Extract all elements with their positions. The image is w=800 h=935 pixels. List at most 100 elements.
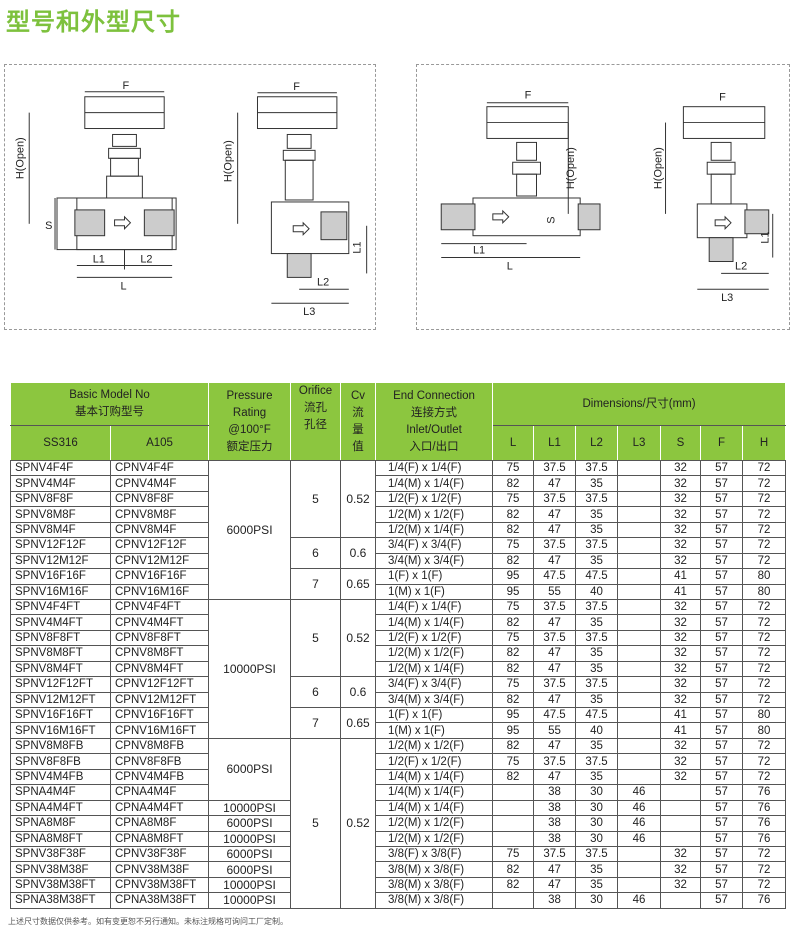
valve-dimension-diagrams-male: F H(Open) S L1 L F H(Open) L1 L2 L3 (440, 90, 774, 304)
dim-S (660, 815, 702, 832)
end-connection: 1/4(M) x 1/4(F) (375, 614, 494, 631)
dim-L3 (617, 568, 662, 585)
dim-F: 57 (700, 830, 744, 847)
end-connection: 1/4(M) x 1/4(F) (375, 784, 494, 801)
orifice-size: 6 (290, 537, 342, 570)
dim-label-L2: L2 (140, 254, 152, 266)
dim-label-H-angle: H(Open) (223, 140, 235, 182)
table-row: SPNV16M16FT CPNV16M16FT 1(M) x 1(F) 95 55 40 4… (10, 722, 787, 739)
table-row: SPNA8M8FT CPNA8M8FT 10000PSI 1/2(M) x 1/2(F… (10, 830, 787, 847)
table-row: SPNV8M8FB CPNV8M8FB 6000PSI 5 0.52 1/2(M) x 1… (10, 737, 787, 909)
header-H: H (742, 425, 787, 461)
model-a105: CPNV12F12FT (109, 676, 210, 693)
dim-L3 (617, 506, 662, 523)
dim-L2: 30 (575, 892, 619, 909)
pressure-rating: 10000PSI (208, 892, 292, 909)
dim-F: 57 (700, 583, 744, 600)
dim-H: 72 (742, 459, 787, 477)
dim-S: 32 (660, 506, 702, 523)
dim-L2: 37.5 (575, 598, 619, 616)
dim-L3 (617, 737, 662, 755)
end-connection: 1/4(F) x 1/4(F) (375, 459, 494, 477)
model-a105: CPNV16M16FT (109, 722, 210, 739)
dim-F: 57 (700, 892, 744, 909)
dim-L2: 35 (575, 614, 619, 631)
dim-F: 57 (700, 676, 744, 693)
dim-H: 72 (742, 552, 787, 570)
model-a105: CPNA38M38FT (109, 892, 210, 909)
model-ss316: SPNV8M4F (10, 521, 111, 539)
cv-value: 0.52 (340, 598, 377, 678)
dim-label-L2-angle: L2 (317, 276, 329, 288)
model-ss316: SPNA8M8F (10, 815, 111, 832)
model-ss316: SPNV12M12F (10, 552, 111, 570)
model-a105: CPNA8M8FT (109, 830, 210, 847)
dim-L1: 38 (533, 815, 577, 832)
pressure-rating: 10000PSI (208, 799, 292, 817)
pressure-rating: 6000PSI (208, 845, 292, 863)
dim-L2: 35 (575, 737, 619, 755)
cv-value: 0.6 (340, 537, 377, 570)
dim-label-L: L (121, 280, 127, 292)
dim-H: 72 (742, 676, 787, 693)
model-ss316: SPNV8M8FT (10, 645, 111, 662)
dim-L2: 35 (575, 876, 619, 894)
header-end-connection: End Connection 连接方式 Inlet/Outlet 入口/出口 (375, 382, 494, 461)
orifice-size: 7 (290, 707, 342, 739)
diagram-panel-right: F H(Open) S L1 L F H(Open) L1 L2 L3 (416, 64, 790, 330)
dim-L: 82 (492, 660, 535, 678)
model-a105: CPNV12M12FT (109, 691, 210, 709)
orifice-size: 5 (290, 737, 342, 909)
dim-L1: 47 (533, 861, 577, 878)
model-a105: CPNV4M4F (109, 475, 210, 492)
end-connection: 1/2(M) x 1/2(F) (375, 506, 494, 523)
end-connection: 1(M) x 1(F) (375, 722, 494, 739)
pressure-rating: 10000PSI (208, 598, 292, 739)
model-ss316: SPNA4M4F (10, 784, 111, 801)
dim-S: 32 (660, 598, 702, 616)
table-row: SPNV38M38FT CPNV38M38FT 10000PSI 3/8(M) x 3… (10, 876, 787, 894)
model-a105: CPNV4F4FT (109, 598, 210, 616)
end-connection: 1/4(M) x 1/4(F) (375, 768, 494, 786)
dim-H: 72 (742, 598, 787, 616)
dim-H: 76 (742, 830, 787, 847)
dim-L (492, 784, 535, 801)
orifice-size: 5 (290, 598, 342, 678)
dim-F: 57 (700, 706, 744, 724)
dim-L2: 40 (575, 583, 619, 600)
dim-F: 57 (700, 490, 744, 508)
dim-L2: 35 (575, 861, 619, 878)
model-a105: CPNV8F8FB (109, 753, 210, 770)
dim-S: 32 (660, 490, 702, 508)
dim-H: 72 (742, 521, 787, 539)
end-connection: 1/2(M) x 1/4(F) (375, 660, 494, 678)
model-a105: CPNV4M4FB (109, 768, 210, 786)
dim-S: 32 (660, 845, 702, 863)
dim-L1: 47.5 (533, 706, 577, 724)
dim-label-F-2: F (525, 90, 532, 102)
dim-label-L2-3: L2 (735, 260, 747, 272)
dim-L1: 37.5 (533, 845, 577, 863)
table-row: SPNV16M16F CPNV16M16F 1(M) x 1(F) 95 55 40 41 5… (10, 583, 787, 600)
model-a105: CPNV8M8FT (109, 645, 210, 662)
dim-L1: 47.5 (533, 568, 577, 585)
dim-L: 82 (492, 876, 535, 894)
dim-H: 72 (742, 629, 787, 647)
dim-L (492, 892, 535, 909)
dim-H: 72 (742, 753, 787, 770)
dim-H: 80 (742, 583, 787, 600)
dim-S: 41 (660, 722, 702, 739)
dim-L1: 55 (533, 722, 577, 739)
dim-L3 (617, 475, 662, 492)
table-row: SPNV12F12FT CPNV12F12FT 6 0.6 3/4(F) x 3/4(F… (10, 676, 787, 708)
dim-L2: 47.5 (575, 706, 619, 724)
dim-label-L3-3: L3 (721, 292, 733, 304)
dim-L1: 37.5 (533, 629, 577, 647)
dim-L: 95 (492, 706, 535, 724)
model-ss316: SPNV16F16F (10, 568, 111, 585)
dim-H: 72 (742, 490, 787, 508)
dim-S (660, 784, 702, 801)
model-ss316: SPNV4M4F (10, 475, 111, 492)
dim-L1: 37.5 (533, 676, 577, 693)
dim-label-H: H(Open) (14, 137, 26, 179)
